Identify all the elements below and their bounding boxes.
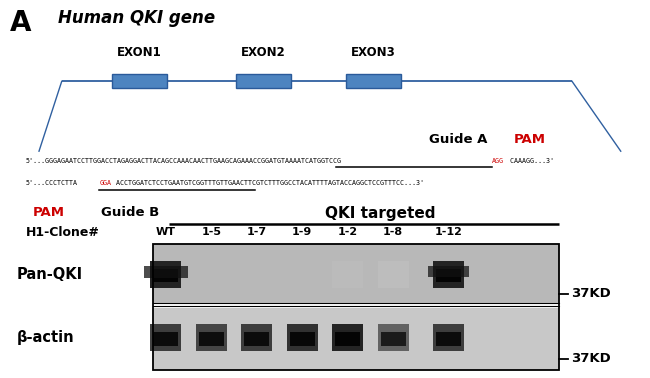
Bar bbox=[381, 332, 406, 346]
Text: QKI targeted: QKI targeted bbox=[325, 206, 436, 221]
Bar bbox=[153, 305, 559, 370]
Text: 37KD: 37KD bbox=[571, 352, 610, 365]
Text: ACCTGGATCTCCTGAATGTCGGTTTGTTGAACTTCGTCTTTGGCCTACATTTTAGTACCAGGCTCCGTTTCC...3': ACCTGGATCTCCTGAATGTCGGTTTGTTGAACTTCGTCTT… bbox=[112, 180, 424, 186]
Text: 1-5: 1-5 bbox=[202, 228, 221, 237]
Text: 1-7: 1-7 bbox=[247, 228, 266, 237]
Text: 5'...GGGAGAATCCTTGGACCTAGAGGACTTACAGCCAAACAACTTGAAGCAGAAACCGGATGTAAAATCATGGTCCG: 5'...GGGAGAATCCTTGGACCTAGAGGACTTACAGCCAA… bbox=[26, 158, 342, 164]
Bar bbox=[153, 269, 178, 282]
Bar bbox=[287, 324, 318, 351]
Text: 5'...CCCTCTTA: 5'...CCCTCTTA bbox=[26, 180, 78, 186]
Bar bbox=[433, 260, 464, 288]
Text: 37KD: 37KD bbox=[571, 287, 610, 300]
Bar bbox=[433, 324, 464, 351]
Text: 1-8: 1-8 bbox=[384, 228, 403, 237]
Bar bbox=[196, 324, 227, 351]
Bar bbox=[378, 324, 409, 351]
Text: H1-Clone#: H1-Clone# bbox=[26, 226, 100, 239]
Bar bbox=[199, 332, 224, 346]
Text: β-actin: β-actin bbox=[16, 330, 74, 345]
Text: PAM: PAM bbox=[32, 206, 65, 219]
Text: CAAAGG...3': CAAAGG...3' bbox=[506, 158, 554, 164]
Bar bbox=[241, 324, 272, 351]
Bar bbox=[346, 74, 402, 88]
Bar bbox=[236, 74, 291, 88]
Bar bbox=[290, 332, 315, 346]
Bar bbox=[144, 266, 188, 278]
Bar bbox=[332, 324, 363, 351]
Text: 1-12: 1-12 bbox=[435, 228, 462, 237]
Text: GGA: GGA bbox=[99, 180, 111, 186]
Bar bbox=[335, 332, 360, 346]
Bar bbox=[378, 260, 409, 288]
Bar bbox=[153, 244, 559, 370]
Text: Guide B: Guide B bbox=[101, 206, 159, 219]
Text: Human QKI gene: Human QKI gene bbox=[58, 9, 216, 28]
Text: 1-2: 1-2 bbox=[338, 228, 358, 237]
Text: PAM: PAM bbox=[514, 133, 545, 146]
Text: EXON3: EXON3 bbox=[352, 46, 396, 59]
Bar bbox=[112, 74, 168, 88]
Bar bbox=[332, 260, 363, 288]
Bar bbox=[436, 332, 461, 346]
Bar bbox=[153, 244, 559, 305]
Text: AGG: AGG bbox=[492, 158, 504, 164]
Text: Guide A: Guide A bbox=[429, 133, 488, 146]
Bar bbox=[436, 269, 461, 282]
Bar bbox=[150, 260, 181, 288]
Text: A: A bbox=[10, 9, 31, 37]
Bar bbox=[244, 332, 269, 346]
Text: EXON1: EXON1 bbox=[118, 46, 162, 59]
Text: Pan-QKI: Pan-QKI bbox=[16, 267, 83, 282]
Text: 1-9: 1-9 bbox=[292, 228, 313, 237]
Bar bbox=[150, 324, 181, 351]
Bar bbox=[428, 266, 469, 277]
Text: EXON2: EXON2 bbox=[241, 46, 285, 59]
Text: WT: WT bbox=[156, 228, 176, 237]
Bar bbox=[153, 332, 178, 346]
